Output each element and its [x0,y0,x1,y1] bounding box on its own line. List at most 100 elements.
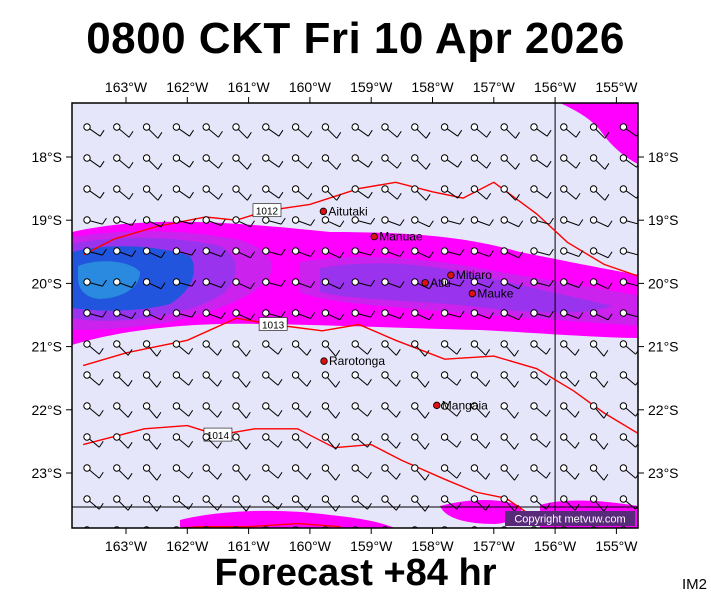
wind-barb [619,371,638,386]
wind-station-circle [530,278,538,286]
wind-barb-staff [505,159,516,170]
wind-station-circle [113,371,121,379]
wind-station-circle [232,495,240,503]
wind-station-circle [142,402,151,410]
wind-barb [321,433,341,450]
wind-barb-staff [446,190,458,199]
wind-barb [232,185,252,201]
wind-barb-staff [238,282,251,290]
wind-barb [83,340,104,355]
wind-barb-feather [575,162,581,169]
wind-station-circle [500,216,508,224]
wind-station-circle [589,154,598,162]
wind-barb-staff [118,345,129,356]
wind-barb-staff [536,220,550,225]
wind-barb-feather [545,410,551,417]
wind-barb-staff [178,500,189,510]
wind-barb [381,433,401,449]
wind-barb [291,278,316,288]
wind-barb-feather [604,132,610,139]
wind-barb-feather [607,251,613,259]
wind-barb [589,309,613,321]
wind-barb-feather [367,379,372,386]
wind-barb [83,402,104,417]
town-label: Mangaia [442,398,488,412]
wind-barb-feather [189,191,194,199]
wind-barb-feather [246,163,252,170]
wind-barb-feather [515,132,520,139]
wind-barb-feather [574,473,580,480]
wind-barb-feather [399,250,405,257]
wind-station-circle [202,216,210,224]
wind-station-circle [142,340,151,348]
wind-barb-feather [424,442,430,450]
wind-barb [262,433,283,448]
wind-station-circle [619,340,628,348]
wind-barb-feather [367,191,373,199]
wind-barb [650,186,669,199]
wind-station-circle [351,464,359,472]
wind-barb-feather [456,441,462,448]
wind-barb-feather [280,279,286,287]
wind-barb-staff [326,376,337,388]
wind-barb [232,402,251,419]
wind-station-circle [142,309,151,317]
isobar-label-box [258,317,288,331]
wind-barb [560,464,580,480]
wind-station-circle [470,278,479,286]
wind-barb-staff [625,376,636,386]
wind-barb-staff [566,220,580,226]
wind-barb-staff [626,282,638,287]
wind-barb [291,185,313,200]
wind-barb [291,154,313,169]
wind-barb-staff [446,407,458,417]
axis-tick-layer: 163°W 163°W 162°W 162°W 161°W 161°W 160°W 160°W… [31,79,678,554]
wind-barb [142,309,166,321]
wind-barb-staff [506,220,519,228]
wind-barb-feather [131,312,137,319]
wind-barb-staff [565,128,577,138]
wind-barb [351,154,373,168]
wind-barb-feather [98,441,104,448]
wind-barb [113,464,133,480]
wind-barb-staff [267,376,279,386]
wind-barb [113,495,133,511]
town-marker [320,357,328,365]
wind-barb [470,495,491,511]
wind-barb [470,402,491,418]
wind-barb-staff [476,128,487,138]
longitude-label-top: 156°W [534,79,577,95]
wind-barb [113,340,133,356]
wind-barb [232,371,251,388]
wind-barb [650,372,669,387]
wind-barb-staff [179,220,192,225]
wind-barb [172,278,197,287]
wind-barb [500,402,519,419]
wind-barb-staff [118,190,130,200]
wind-station-circle [202,185,210,193]
wind-station-circle [202,123,210,131]
wind-barb-feather [545,441,551,448]
isobar-label: 1014 [207,431,230,442]
wind-barb-feather [188,503,194,510]
wind-station-circle [381,185,389,193]
wind-station-circle [470,433,479,441]
wind-barb [500,154,520,170]
wind-barb-staff [208,190,219,200]
wind-barb-feather [574,349,580,356]
wind-station-circle [202,371,210,379]
wind-barb [351,278,376,287]
wind-station-circle [113,154,121,162]
wind-barb-staff [89,251,103,256]
wind-station-circle [440,309,449,317]
wind-station-circle [113,216,121,224]
wind-barb [560,371,580,387]
wind-barb [351,123,373,137]
wind-station-circle [202,464,210,472]
wind-barb-feather [217,442,222,449]
wind-barb-staff [387,282,401,288]
wind-station-circle [440,433,449,441]
wind-barb-staff [595,500,605,512]
wind-barb [83,154,105,168]
